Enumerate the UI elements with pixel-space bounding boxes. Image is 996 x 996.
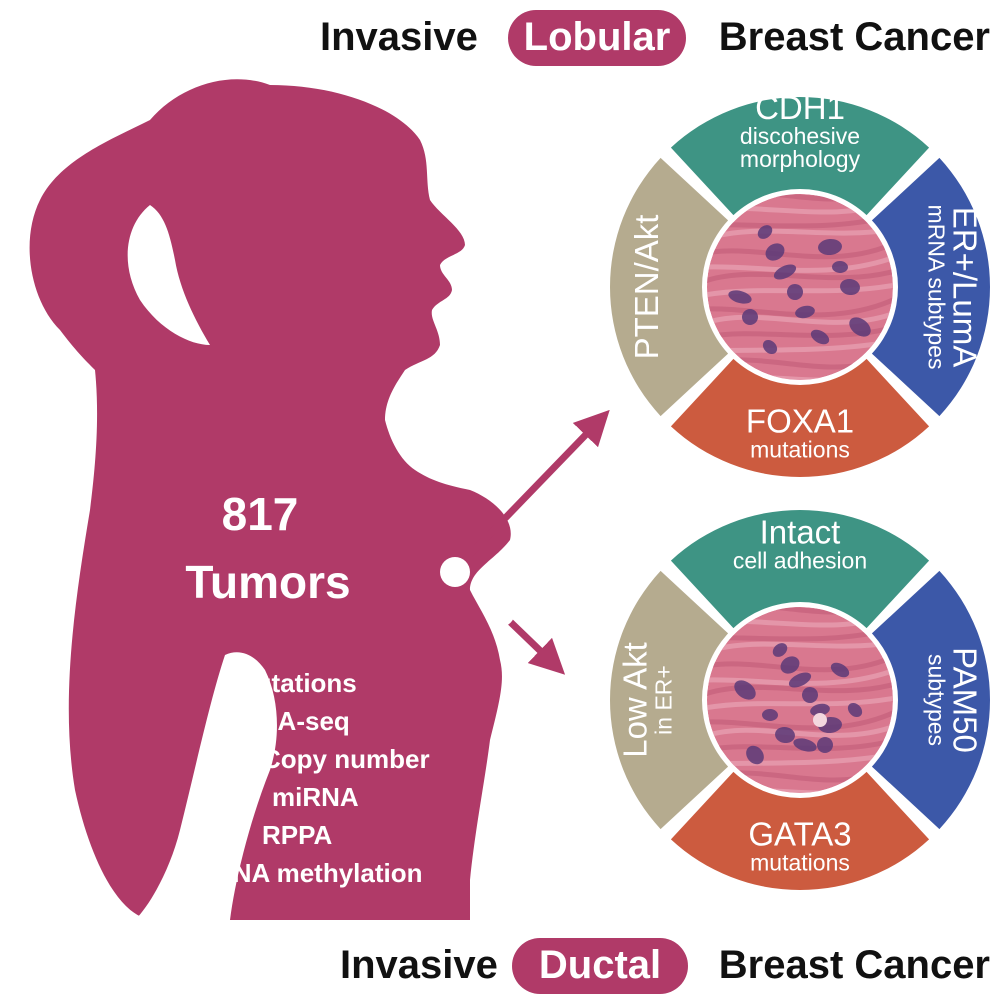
segment-right [871,157,990,417]
segment-left [610,157,729,417]
header-highlight-pill [508,10,686,66]
feature-detail: mutations [750,850,850,876]
histology-image [707,607,893,793]
platform-list: Mutations RNA-seq Copy number miRNA RPPA DNA … [214,668,430,888]
feature-detail: in ER+ [651,665,677,735]
footer-highlight-pill [512,938,688,994]
footer-suffix: Breast Cancer [719,943,990,987]
platform-item: DNA methylation [214,858,423,888]
arrow-origin-lobular [440,557,470,587]
platform-item: Copy number [262,744,430,774]
feature-title: ER+/LumA [947,207,984,368]
woman-silhouette: 817 Tumors [29,79,511,921]
header-highlight: Lobular [524,15,671,59]
segment-right [871,570,990,830]
segment-bottom [670,358,930,478]
feature-title: FOXA1 [746,403,854,440]
segment-left [609,570,729,830]
arrow-origin-ductal [485,597,515,627]
feature-detail: discohesive [740,123,860,149]
feature-detail: cell adhesion [733,548,867,574]
platform-item: RPPA [262,820,333,850]
feature-detail: morphology [740,146,861,172]
footer-title: Invasive Ductal Breast Cancer [340,938,990,994]
segment-bottom [670,771,930,890]
ponytail-gap [127,205,210,345]
segment-top [670,509,930,629]
platform-item: RNA-seq [240,706,350,736]
footer-prefix: Invasive [340,943,498,987]
feature-title: PTEN/Akt [628,215,665,360]
tumor-count-label: Tumors [185,556,350,608]
header-prefix: Invasive [320,15,478,59]
platform-item: miRNA [272,782,359,812]
feature-title: GATA3 [748,816,851,853]
arrow-to-lobular [452,409,610,573]
arm-gap [135,652,277,920]
feature-detail: mRNA subtypes [924,205,950,370]
label-left: PTEN/Akt [628,215,665,360]
feature-title: PAM50 [947,647,984,753]
feature-title: CDH1 [755,89,845,126]
footer-highlight: Ductal [539,943,661,987]
connector-arrows [440,409,610,675]
feature-title: Low Akt [617,642,654,758]
feature-detail: mutations [750,437,850,463]
segment-top [670,96,930,216]
header-title: Invasive Lobular Breast Cancer [320,10,990,66]
platform-item: Mutations [234,668,357,698]
header-suffix: Breast Cancer [719,15,990,59]
feature-title: Intact [760,514,841,551]
feature-detail: subtypes [924,654,950,746]
histology-image [707,194,893,380]
tumor-count: 817 [222,488,299,540]
